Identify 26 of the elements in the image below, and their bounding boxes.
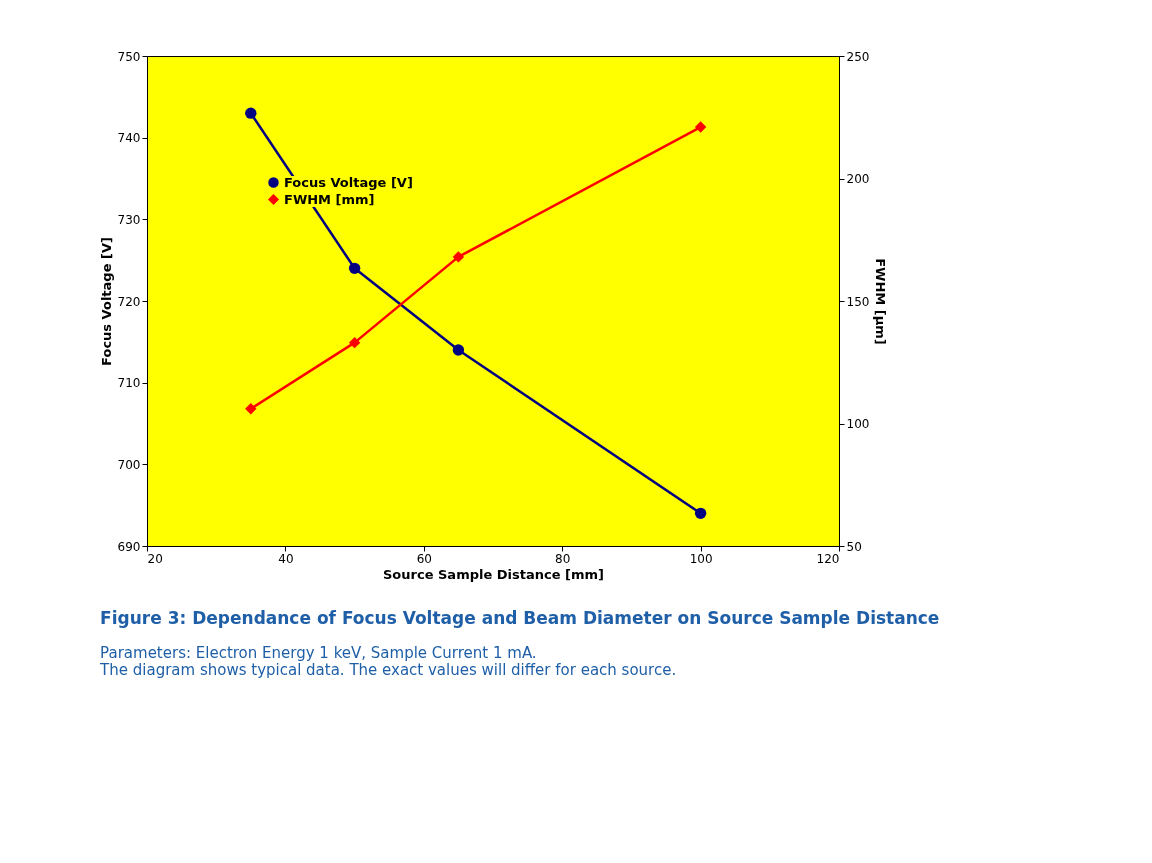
text: Figure 3: Dependance of Focus Voltage and Beam Diameter on Source Sample Distance bbox=[100, 608, 940, 628]
legend-label: Focus Voltage [V] bbox=[284, 174, 413, 190]
y2-axis-title: FWHM [µm] bbox=[873, 258, 889, 345]
text: Parameters: Electron Energy 1 keV, Sample Current 1 mA. bbox=[100, 644, 537, 662]
y2-tick-label: 250 bbox=[846, 49, 870, 64]
y-tick-label: 750 bbox=[117, 49, 141, 64]
text: The diagram shows typical data. The exact values will differ for each source. bbox=[99, 661, 677, 679]
y-tick-label: 690 bbox=[117, 539, 141, 554]
y-tick-label: 720 bbox=[117, 294, 141, 309]
x-tick-label: 80 bbox=[555, 551, 571, 566]
y-tick-label: 700 bbox=[117, 457, 141, 472]
x-axis-title: Source Sample Distance [mm] bbox=[382, 566, 605, 582]
y2-tick-label: 200 bbox=[846, 172, 870, 186]
x-tick-label: 60 bbox=[416, 551, 432, 566]
x-tick-label: 100 bbox=[689, 551, 713, 566]
x-tick-label: 120 bbox=[816, 551, 840, 566]
y2-tick-label: 150 bbox=[846, 294, 870, 309]
legend-label: FWHM [mm] bbox=[284, 191, 375, 207]
y2-tick-label: 100 bbox=[846, 417, 870, 431]
y-axis-title: Focus Voltage [V] bbox=[98, 237, 114, 366]
y-tick-label: 740 bbox=[117, 131, 141, 146]
y2-tick-label: 50 bbox=[846, 539, 862, 554]
y-tick-label: 710 bbox=[117, 376, 141, 391]
y-tick-label: 730 bbox=[117, 212, 141, 227]
x-tick-label: 40 bbox=[278, 551, 294, 566]
x-tick-label: 20 bbox=[147, 551, 163, 566]
